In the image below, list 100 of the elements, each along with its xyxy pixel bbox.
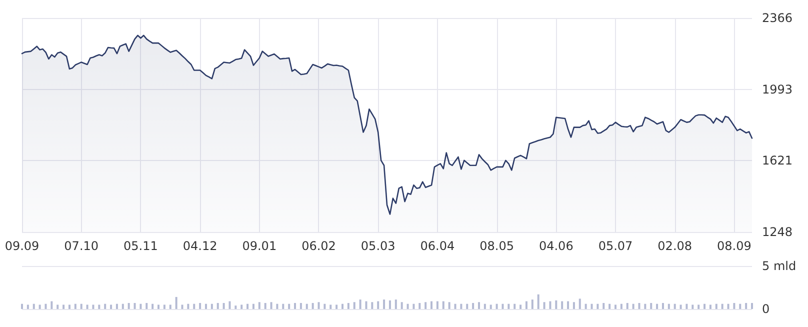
bar <box>377 301 380 309</box>
bar <box>104 304 106 309</box>
bar <box>199 302 202 309</box>
bar <box>590 304 593 309</box>
bar <box>62 304 65 309</box>
bar <box>578 298 581 309</box>
bar <box>282 304 284 309</box>
bar <box>359 300 362 309</box>
bar <box>276 304 278 309</box>
bar <box>650 302 652 309</box>
y-tick-label: 2366 <box>762 11 793 25</box>
bar <box>638 302 640 309</box>
bar <box>567 301 570 309</box>
bar <box>543 302 546 309</box>
bar <box>715 304 718 309</box>
bar <box>502 304 504 309</box>
bar <box>258 302 260 309</box>
bar <box>146 302 148 309</box>
bar <box>620 304 622 309</box>
bar <box>371 302 374 309</box>
bar <box>662 302 664 309</box>
bar <box>228 301 231 309</box>
x-tick-label: 05.11 <box>124 239 158 253</box>
bar <box>122 304 124 309</box>
bar <box>336 304 338 309</box>
bar <box>92 304 94 309</box>
bar <box>680 304 682 309</box>
bar <box>140 304 142 309</box>
bar <box>240 304 243 309</box>
bar <box>561 301 564 309</box>
bar <box>436 301 438 309</box>
bar <box>210 304 213 309</box>
y-tick-label: 1993 <box>762 82 793 96</box>
bar <box>400 302 403 309</box>
bar <box>80 304 82 309</box>
bar <box>668 304 670 309</box>
bar <box>656 304 658 309</box>
bar <box>454 304 456 309</box>
bar <box>388 300 391 309</box>
bar <box>424 302 427 309</box>
bar <box>508 304 510 309</box>
bar <box>365 301 368 309</box>
bar <box>608 304 611 309</box>
bar <box>572 302 575 309</box>
bar <box>537 294 540 309</box>
bar <box>520 304 522 309</box>
bar <box>472 302 474 309</box>
bar <box>38 304 41 309</box>
bar <box>163 304 166 309</box>
bar <box>466 304 468 309</box>
bar <box>531 300 534 309</box>
bar <box>751 302 753 309</box>
x-tick-label: 06.04 <box>420 239 455 253</box>
x-tick-label: 04.12 <box>182 239 218 253</box>
bar <box>614 304 616 309</box>
bar <box>32 304 35 309</box>
y-tick-label: 0 <box>762 302 770 316</box>
bar <box>300 302 302 309</box>
bar <box>626 302 628 309</box>
bar <box>525 301 528 309</box>
bar <box>50 301 53 309</box>
y-tick-label: 5 mld <box>762 259 796 273</box>
bar <box>330 304 332 309</box>
bar <box>86 304 88 309</box>
x-tick-label: 05.07 <box>598 239 633 253</box>
x-tick-label: 09.09 <box>4 239 40 253</box>
bar <box>270 302 272 309</box>
bar <box>383 300 386 309</box>
bar <box>128 302 130 309</box>
bar <box>460 304 462 309</box>
bar <box>394 300 397 309</box>
bar <box>644 304 646 309</box>
bar <box>341 304 344 309</box>
bar <box>692 304 694 309</box>
bar <box>252 304 254 309</box>
bar <box>632 304 634 309</box>
x-tick-label: 04.06 <box>538 239 574 253</box>
bar <box>448 302 450 309</box>
bar <box>152 304 154 309</box>
bar <box>26 304 29 309</box>
bar <box>442 301 444 309</box>
bar <box>484 304 486 309</box>
bar <box>412 304 415 309</box>
bar <box>187 304 190 309</box>
x-tick-label: 02.08 <box>658 239 692 253</box>
bar <box>288 304 290 309</box>
bar <box>418 302 421 309</box>
bar <box>134 302 136 309</box>
bar <box>674 304 676 309</box>
bar <box>222 302 225 309</box>
bar <box>246 304 249 309</box>
x-tick-label: 09.01 <box>242 239 277 253</box>
x-tick-label: 06.02 <box>302 239 336 253</box>
bar <box>549 301 552 309</box>
bar <box>721 304 724 309</box>
y-tick-label: 1248 <box>762 225 793 239</box>
bar <box>709 304 712 309</box>
bar <box>496 304 498 309</box>
bar <box>158 304 160 309</box>
bar <box>74 304 76 309</box>
